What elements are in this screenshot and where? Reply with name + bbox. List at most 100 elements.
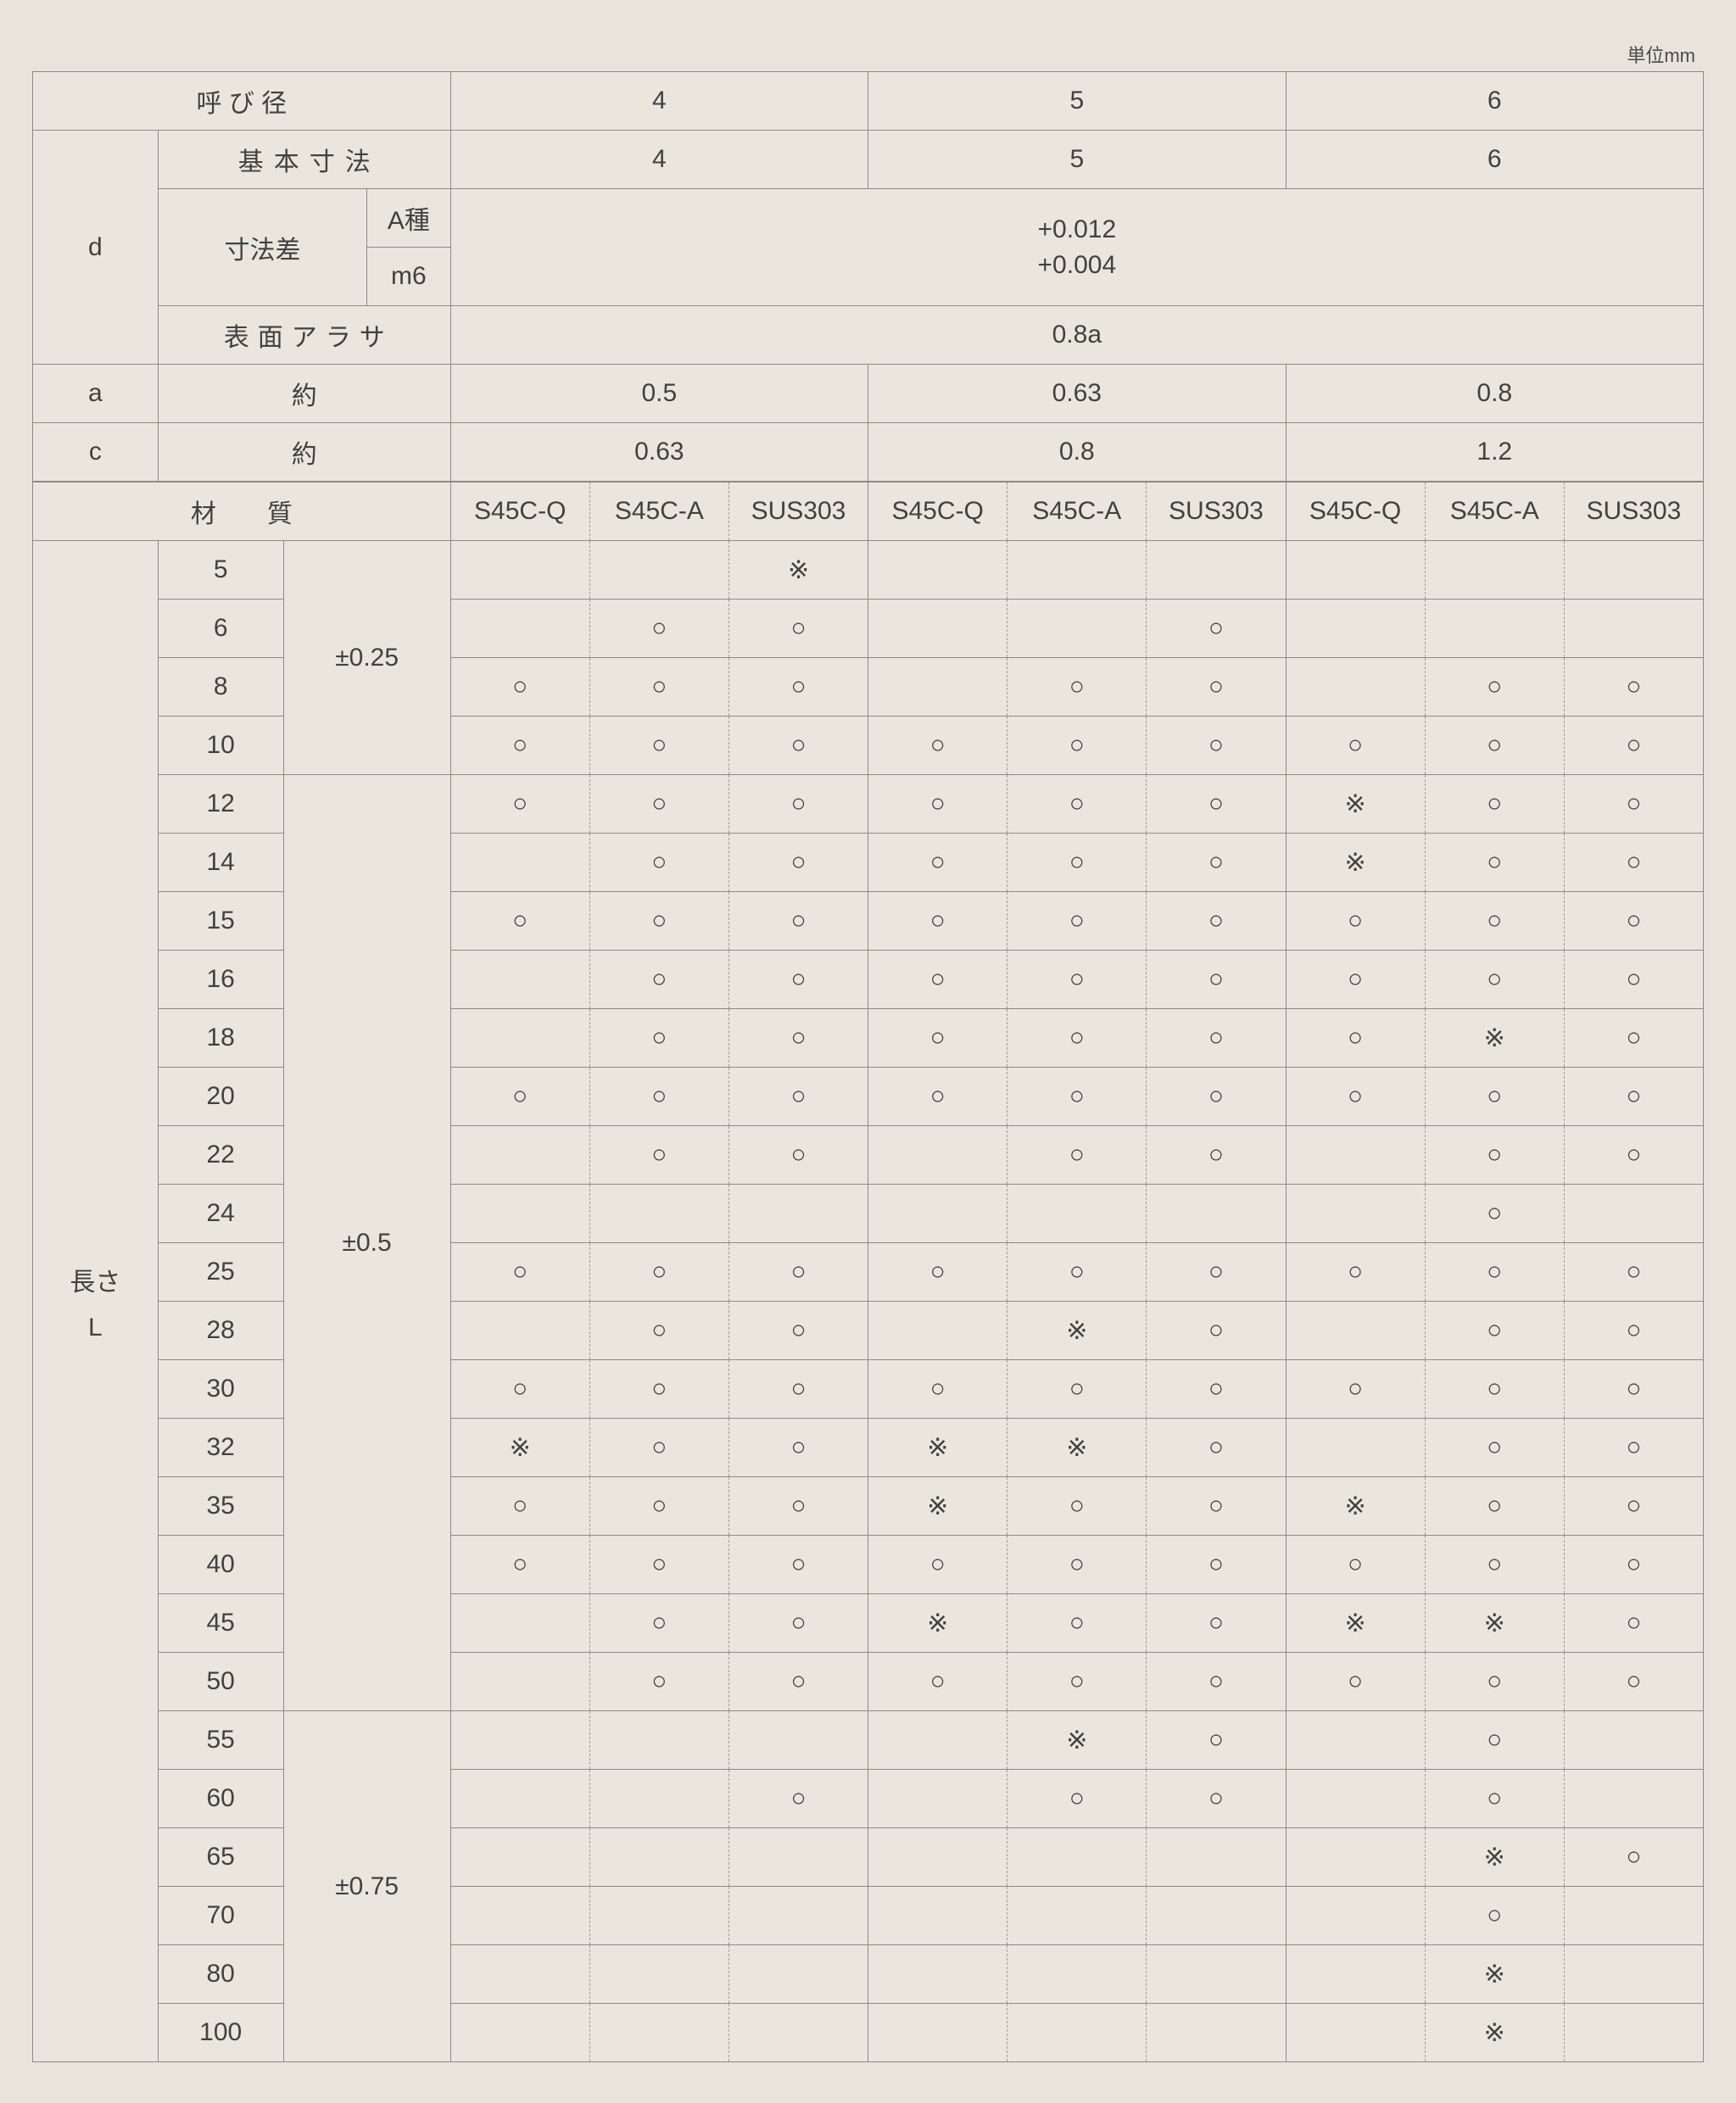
mark-cell: ○ xyxy=(1008,1126,1147,1185)
length-row: 50○○○○○○○○ xyxy=(33,1653,1704,1711)
length-value: 25 xyxy=(158,1243,283,1302)
hdr-d: d xyxy=(33,131,159,365)
length-value: 35 xyxy=(158,1477,283,1536)
mark-cell: ○ xyxy=(1425,1653,1564,1711)
mark-cell xyxy=(868,1887,1008,1945)
c-1: 0.8 xyxy=(868,423,1286,483)
length-row: 8○○○○○○○ xyxy=(33,658,1704,717)
mark-cell: ○ xyxy=(1147,1594,1286,1653)
length-row: 25○○○○○○○○○ xyxy=(33,1243,1704,1302)
mark-cell: ○ xyxy=(1008,658,1147,717)
mark-cell: ○ xyxy=(1564,1009,1703,1068)
mark-cell: ○ xyxy=(1008,1653,1147,1711)
mark-cell: ※ xyxy=(1286,1594,1425,1653)
mark-cell xyxy=(450,1009,589,1068)
hdr-nominal: 呼 び 径 xyxy=(33,72,451,131)
mark-cell: ※ xyxy=(1286,1477,1425,1536)
mark-cell: ○ xyxy=(1008,717,1147,775)
mark-cell: ○ xyxy=(1147,1536,1286,1594)
mark-cell: ○ xyxy=(1425,1536,1564,1594)
row-a: a 約 0.5 0.63 0.8 xyxy=(33,365,1704,423)
length-row: 14○○○○○※○○ xyxy=(33,834,1704,892)
length-value: 15 xyxy=(158,892,283,951)
mark-cell: ○ xyxy=(589,1653,728,1711)
mark-cell: ※ xyxy=(1425,1945,1564,2004)
mark-cell: ○ xyxy=(589,951,728,1009)
mark-cell: ○ xyxy=(1008,834,1147,892)
length-row: 32※○○※※○○○ xyxy=(33,1419,1704,1477)
mark-cell: ○ xyxy=(450,658,589,717)
mark-cell: ○ xyxy=(1008,1536,1147,1594)
mark-cell xyxy=(868,541,1008,600)
tol-values: +0.012 +0.004 xyxy=(450,189,1703,306)
mark-cell: ※ xyxy=(868,1477,1008,1536)
mark-cell: ○ xyxy=(1008,775,1147,834)
mark-cell xyxy=(1147,1887,1286,1945)
nominal-6: 6 xyxy=(1286,72,1704,131)
mark-cell: ○ xyxy=(1286,951,1425,1009)
mat-8: SUS303 xyxy=(1564,482,1703,541)
mark-cell: ※ xyxy=(1425,1594,1564,1653)
mark-cell: ※ xyxy=(1286,834,1425,892)
length-row: 65※○ xyxy=(33,1828,1704,1887)
mark-cell: ○ xyxy=(1008,1594,1147,1653)
mark-cell xyxy=(450,1770,589,1828)
mark-cell: ○ xyxy=(1425,1477,1564,1536)
mark-cell: ○ xyxy=(1564,1360,1703,1419)
mat-0: S45C-Q xyxy=(450,482,589,541)
mark-cell: ○ xyxy=(1286,1653,1425,1711)
length-value: 24 xyxy=(158,1185,283,1243)
mark-cell: ○ xyxy=(728,1653,868,1711)
length-value: 20 xyxy=(158,1068,283,1126)
mark-cell xyxy=(1564,1945,1703,2004)
mark-cell: ○ xyxy=(868,1243,1008,1302)
mark-cell xyxy=(1008,1828,1147,1887)
hdr-tol: 寸法差 xyxy=(158,189,366,306)
length-value: 12 xyxy=(158,775,283,834)
mark-cell: ○ xyxy=(1008,1477,1147,1536)
mark-cell xyxy=(589,1945,728,2004)
mat-1: S45C-A xyxy=(589,482,728,541)
mark-cell: ○ xyxy=(868,1009,1008,1068)
mark-cell: ※ xyxy=(1425,1828,1564,1887)
mark-cell xyxy=(1286,1828,1425,1887)
mark-cell: ※ xyxy=(868,1419,1008,1477)
mark-cell: ○ xyxy=(1147,1126,1286,1185)
mark-cell: ○ xyxy=(1008,1243,1147,1302)
mark-cell: ○ xyxy=(728,1594,868,1653)
mark-cell xyxy=(1564,1887,1703,1945)
mark-cell: ○ xyxy=(1008,951,1147,1009)
mark-cell xyxy=(1008,1887,1147,1945)
mark-cell xyxy=(1286,1185,1425,1243)
length-row: 16○○○○○○○○ xyxy=(33,951,1704,1009)
mark-cell xyxy=(1286,1126,1425,1185)
length-tolerance: ±0.5 xyxy=(283,775,450,1711)
length-value: 32 xyxy=(158,1419,283,1477)
length-value: 18 xyxy=(158,1009,283,1068)
mark-cell xyxy=(450,1945,589,2004)
length-tolerance: ±0.25 xyxy=(283,541,450,775)
length-row: 長さL5±0.25※ xyxy=(33,541,1704,600)
mark-cell: ○ xyxy=(1147,1711,1286,1770)
mark-cell xyxy=(1286,1945,1425,2004)
mark-cell xyxy=(1425,541,1564,600)
mark-cell: ○ xyxy=(1147,1009,1286,1068)
mark-cell: ○ xyxy=(1425,1770,1564,1828)
length-value: 16 xyxy=(158,951,283,1009)
mark-cell xyxy=(1286,1419,1425,1477)
length-tolerance: ±0.75 xyxy=(283,1711,450,2062)
mark-cell: ○ xyxy=(728,834,868,892)
length-row: 6○○○ xyxy=(33,600,1704,658)
mark-cell xyxy=(1008,541,1147,600)
mark-cell: ○ xyxy=(1286,1009,1425,1068)
row-material: 材 質 S45C-Q S45C-A SUS303 S45C-Q S45C-A S… xyxy=(33,482,1704,541)
mark-cell: ○ xyxy=(1008,1009,1147,1068)
hdr-atype: A種 xyxy=(367,189,451,248)
length-row: 10○○○○○○○○○ xyxy=(33,717,1704,775)
mark-cell: ○ xyxy=(728,1302,868,1360)
mark-cell: ○ xyxy=(868,951,1008,1009)
mark-cell xyxy=(450,1594,589,1653)
length-value: 28 xyxy=(158,1302,283,1360)
length-row: 24○ xyxy=(33,1185,1704,1243)
mark-cell: ○ xyxy=(589,1126,728,1185)
